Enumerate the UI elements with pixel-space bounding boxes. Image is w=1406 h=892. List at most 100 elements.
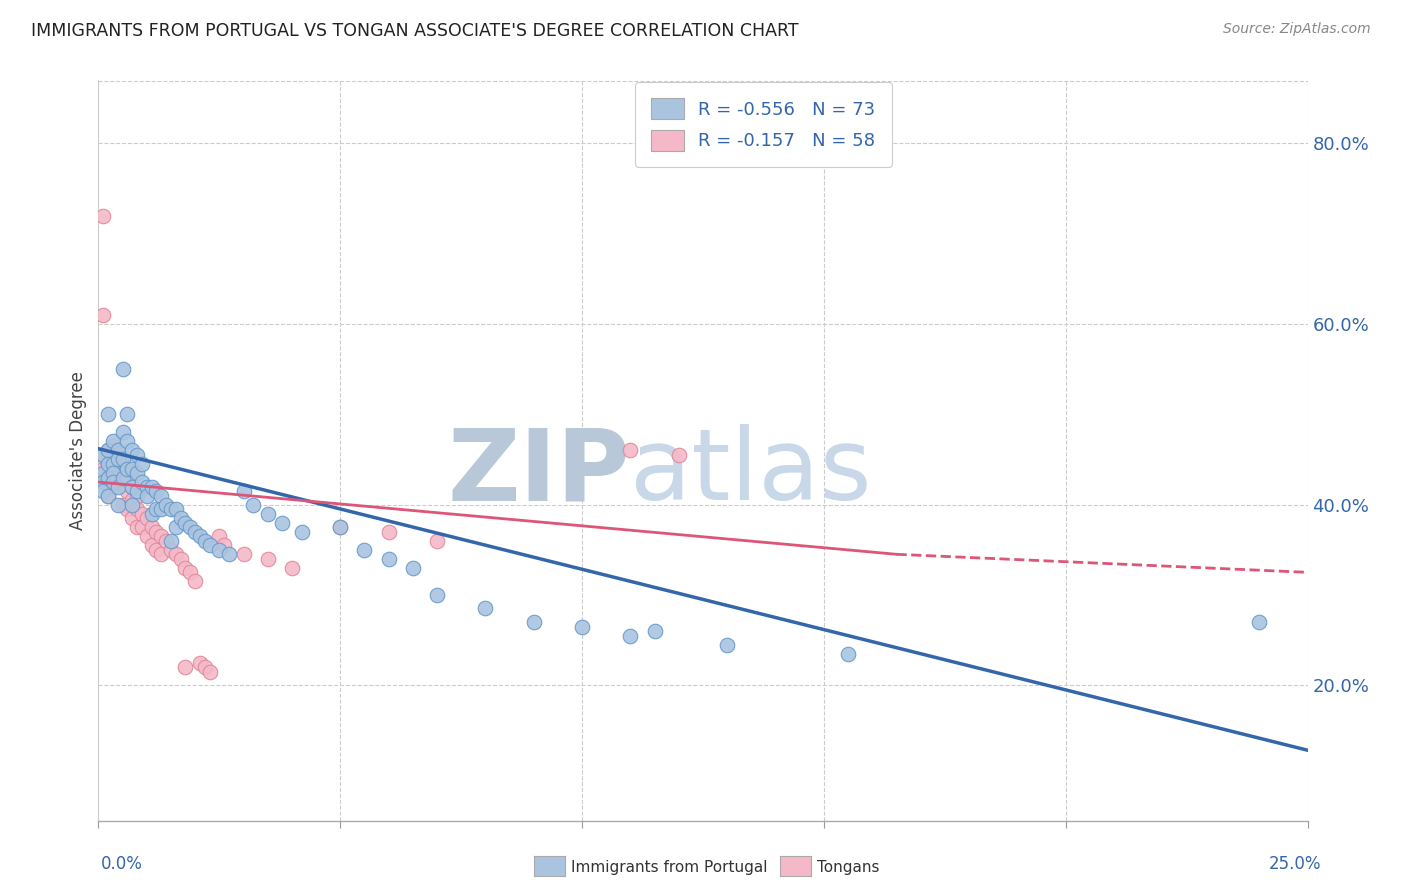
- Point: [97, 443, 120, 458]
- Point: [281, 561, 304, 575]
- Point: [101, 439, 124, 453]
- Point: [150, 502, 173, 516]
- Point: [194, 660, 217, 674]
- Point: [107, 479, 129, 493]
- Point: [117, 434, 139, 449]
- Point: [117, 461, 139, 475]
- Point: [426, 588, 449, 602]
- Point: [101, 457, 124, 471]
- Point: [107, 475, 129, 489]
- Point: [131, 475, 153, 489]
- Point: [145, 524, 167, 539]
- Point: [619, 443, 641, 458]
- Point: [218, 547, 240, 561]
- Point: [179, 520, 201, 534]
- Point: [91, 209, 114, 223]
- Point: [150, 547, 173, 561]
- Point: [668, 448, 690, 462]
- Point: [135, 479, 157, 493]
- Point: [117, 502, 139, 516]
- Point: [174, 561, 197, 575]
- Point: [107, 498, 129, 512]
- Point: [716, 638, 738, 652]
- Point: [837, 647, 859, 661]
- Point: [169, 511, 191, 525]
- Point: [165, 520, 187, 534]
- Point: [121, 443, 143, 458]
- Point: [91, 475, 114, 489]
- Point: [571, 619, 593, 633]
- Point: [97, 457, 120, 471]
- Point: [91, 466, 114, 480]
- Point: [121, 511, 143, 525]
- Point: [121, 498, 143, 512]
- Point: [91, 461, 114, 475]
- Point: [91, 448, 114, 462]
- Point: [377, 551, 399, 566]
- Point: [160, 542, 183, 557]
- Point: [174, 660, 197, 674]
- Point: [141, 520, 163, 534]
- Point: [290, 524, 312, 539]
- Point: [150, 529, 173, 543]
- Point: [111, 470, 134, 484]
- Point: [256, 551, 278, 566]
- Point: [165, 502, 187, 516]
- Point: [135, 529, 157, 543]
- Point: [212, 538, 235, 552]
- Point: [97, 470, 120, 484]
- Point: [121, 461, 143, 475]
- Point: [107, 452, 129, 467]
- Point: [97, 457, 120, 471]
- Point: [101, 475, 124, 489]
- Point: [127, 489, 149, 503]
- Point: [107, 443, 129, 458]
- Point: [135, 511, 157, 525]
- Point: [1249, 615, 1271, 629]
- Point: [145, 502, 167, 516]
- Point: [101, 466, 124, 480]
- Point: [194, 533, 217, 548]
- Point: [117, 408, 139, 422]
- Text: ZIP: ZIP: [447, 425, 630, 521]
- Point: [111, 452, 134, 467]
- Y-axis label: Associate's Degree: Associate's Degree: [69, 371, 87, 530]
- Point: [155, 498, 177, 512]
- Point: [91, 484, 114, 499]
- Point: [107, 448, 129, 462]
- Point: [160, 502, 183, 516]
- Point: [165, 547, 187, 561]
- Point: [127, 520, 149, 534]
- Point: [141, 507, 163, 521]
- Legend: R = -0.556   N = 73, R = -0.157   N = 58: R = -0.556 N = 73, R = -0.157 N = 58: [636, 82, 891, 167]
- Point: [91, 308, 114, 322]
- Point: [271, 516, 294, 530]
- Point: [97, 443, 120, 458]
- Point: [127, 448, 149, 462]
- Point: [198, 665, 221, 679]
- Point: [145, 542, 167, 557]
- Point: [111, 475, 134, 489]
- Point: [111, 362, 134, 376]
- Point: [329, 520, 352, 534]
- Point: [127, 466, 149, 480]
- Point: [131, 457, 153, 471]
- Point: [91, 448, 114, 462]
- Point: [107, 461, 129, 475]
- Point: [155, 533, 177, 548]
- Text: 25.0%: 25.0%: [1270, 855, 1322, 872]
- Point: [377, 524, 399, 539]
- Text: Immigrants from Portugal: Immigrants from Portugal: [571, 860, 768, 874]
- Point: [121, 479, 143, 493]
- Point: [644, 624, 666, 638]
- Point: [141, 479, 163, 493]
- Text: Tongans: Tongans: [817, 860, 879, 874]
- Point: [141, 538, 163, 552]
- Point: [150, 489, 173, 503]
- Point: [127, 502, 149, 516]
- Point: [474, 601, 496, 615]
- Point: [160, 533, 183, 548]
- Text: 0.0%: 0.0%: [101, 855, 143, 872]
- Point: [169, 551, 191, 566]
- Point: [232, 484, 254, 499]
